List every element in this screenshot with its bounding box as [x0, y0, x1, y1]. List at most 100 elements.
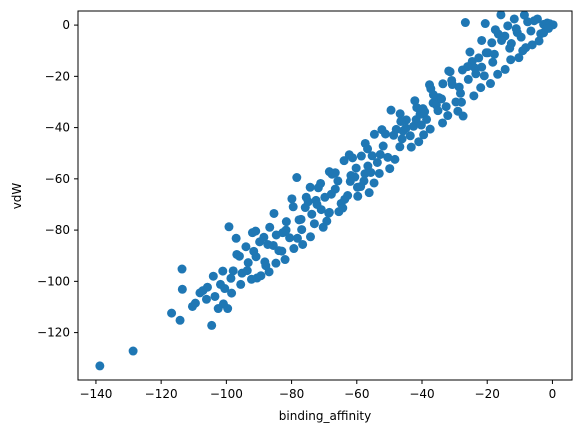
data-point [474, 53, 484, 63]
data-point [345, 176, 355, 186]
x-tick-label: −80 [279, 387, 304, 401]
data-point [406, 142, 416, 152]
data-point [251, 252, 261, 262]
data-point [338, 203, 348, 213]
data-point [309, 219, 319, 229]
data-point [95, 361, 105, 371]
data-point [226, 273, 236, 283]
data-point [339, 156, 349, 166]
data-point [534, 36, 544, 46]
data-point [380, 129, 390, 139]
data-point [447, 75, 457, 85]
x-axis-ticks: −140 −120 −100 −80 −60 −40 −20 0 [79, 380, 556, 401]
data-point [438, 79, 448, 89]
data-point [481, 48, 491, 58]
data-point [363, 144, 373, 154]
data-point [264, 267, 274, 277]
y-tick-label: −100 [37, 274, 70, 288]
data-point [305, 182, 315, 192]
data-point [532, 14, 542, 24]
data-point [256, 271, 266, 281]
data-point [463, 74, 473, 84]
x-axis-label: binding_affinity [279, 409, 371, 423]
data-point [544, 23, 554, 33]
data-point [397, 134, 407, 144]
data-point [241, 242, 251, 252]
data-point [218, 299, 228, 309]
data-point [496, 10, 506, 20]
data-point [202, 282, 212, 292]
data-point [201, 294, 211, 304]
data-point [297, 225, 307, 235]
y-tick-label: −20 [45, 69, 70, 83]
data-point [353, 191, 363, 201]
data-point [386, 105, 396, 115]
data-point [316, 178, 326, 188]
data-point [177, 264, 187, 274]
data-point [228, 266, 238, 276]
data-point [490, 25, 500, 35]
data-point [401, 123, 411, 133]
data-point [128, 346, 138, 356]
data-point [296, 214, 306, 224]
data-point [281, 217, 291, 227]
data-point [487, 38, 497, 48]
data-point [280, 255, 290, 265]
data-point [509, 14, 519, 24]
y-axis-label: vdW [10, 183, 24, 210]
data-point [298, 239, 308, 249]
x-tick-label: −120 [145, 387, 178, 401]
data-point [281, 225, 291, 235]
data-point [322, 216, 332, 226]
data-point [497, 35, 507, 45]
y-tick-label: 0 [62, 18, 70, 32]
data-point [305, 232, 315, 242]
data-point [307, 209, 317, 219]
data-point [369, 129, 379, 139]
data-point [356, 151, 366, 161]
data-point [277, 246, 287, 256]
data-point [301, 192, 311, 202]
data-point [476, 83, 486, 93]
data-point [463, 62, 473, 72]
data-point [312, 199, 322, 209]
x-tick-label: −20 [475, 387, 500, 401]
data-point [190, 298, 200, 308]
data-point [445, 67, 455, 77]
data-point [330, 168, 340, 178]
data-point [242, 266, 252, 276]
data-point [326, 189, 336, 199]
data-point [177, 284, 187, 294]
data-point [372, 157, 382, 167]
data-point [396, 116, 406, 126]
data-point [289, 244, 299, 254]
data-point [348, 153, 358, 163]
data-point [425, 124, 435, 134]
data-point [480, 19, 490, 29]
y-tick-label: −80 [45, 223, 70, 237]
data-point [456, 97, 466, 107]
data-point [433, 106, 443, 116]
data-point [259, 232, 269, 242]
data-point [489, 49, 499, 59]
data-point [359, 176, 369, 186]
data-point [519, 10, 529, 20]
data-point [271, 258, 281, 268]
data-point [485, 79, 495, 89]
data-point [218, 266, 228, 276]
data-point [511, 24, 521, 34]
data-point [292, 173, 302, 183]
data-point [514, 53, 524, 63]
data-point [364, 188, 374, 198]
data-point [455, 88, 465, 98]
x-tick-label: 0 [549, 387, 557, 401]
data-point [367, 151, 377, 161]
data-point [410, 96, 420, 106]
data-point [369, 178, 379, 188]
data-point [231, 233, 241, 243]
data-point [243, 258, 253, 268]
data-point [453, 106, 463, 116]
x-tick-label: −100 [210, 387, 243, 401]
data-point [391, 124, 401, 134]
